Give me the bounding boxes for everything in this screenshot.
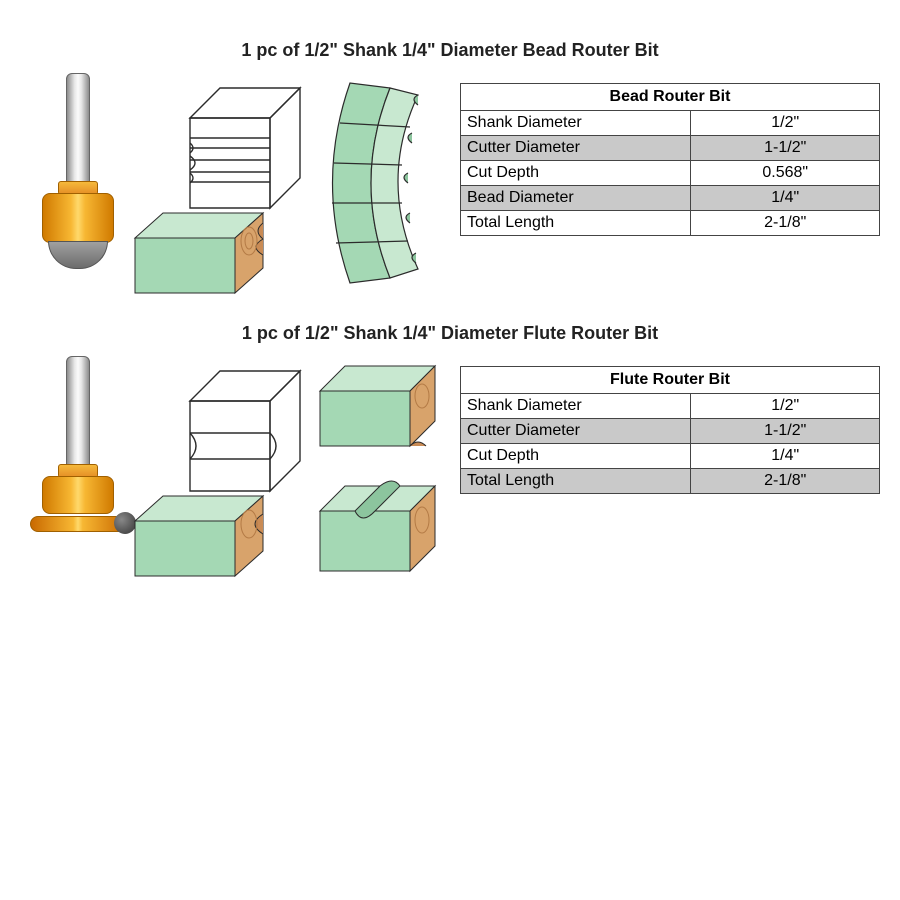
flute-spec-table: Flute Router Bit Shank Diameter 1/2" Cut… bbox=[460, 366, 880, 494]
spec-label: Total Length bbox=[461, 211, 691, 236]
bead-router-bit-icon bbox=[20, 73, 130, 293]
bead-body: Bead Router Bit Shank Diameter 1/2" Cutt… bbox=[20, 73, 880, 293]
spec-label: Cutter Diameter bbox=[461, 136, 691, 161]
bead-wood-block-icon bbox=[135, 213, 265, 293]
spec-value: 1/2" bbox=[691, 111, 880, 136]
flute-illustration bbox=[20, 356, 450, 576]
spec-value: 2-1/8" bbox=[691, 211, 880, 236]
spec-label: Cut Depth bbox=[461, 161, 691, 186]
spec-label: Shank Diameter bbox=[461, 111, 691, 136]
bead-table-header: Bead Router Bit bbox=[461, 84, 880, 111]
flute-title: 1 pc of 1/2" Shank 1/4" Diameter Flute R… bbox=[20, 323, 880, 344]
flute-wood-block-bottom-icon bbox=[320, 486, 440, 566]
spec-value: 1/4" bbox=[691, 186, 880, 211]
table-row: Bead Diameter 1/4" bbox=[461, 186, 880, 211]
spec-value: 1-1/2" bbox=[691, 136, 880, 161]
spec-label: Cut Depth bbox=[461, 444, 691, 469]
flute-body: Flute Router Bit Shank Diameter 1/2" Cut… bbox=[20, 356, 880, 576]
bead-spec-table: Bead Router Bit Shank Diameter 1/2" Cutt… bbox=[460, 83, 880, 236]
flute-wood-block-top-icon bbox=[320, 366, 440, 446]
spec-value: 1/4" bbox=[691, 444, 880, 469]
spec-value: 0.568" bbox=[691, 161, 880, 186]
spec-label: Total Length bbox=[461, 469, 691, 494]
spec-label: Cutter Diameter bbox=[461, 419, 691, 444]
spec-value: 2-1/8" bbox=[691, 469, 880, 494]
spec-value: 1/2" bbox=[691, 394, 880, 419]
bead-section: 1 pc of 1/2" Shank 1/4" Diameter Bead Ro… bbox=[20, 40, 880, 293]
table-row: Total Length 2-1/8" bbox=[461, 469, 880, 494]
table-row: Cutter Diameter 1-1/2" bbox=[461, 419, 880, 444]
bead-wireframe-cube-icon bbox=[190, 88, 310, 208]
bead-curved-strip-icon bbox=[330, 73, 440, 293]
flute-section: 1 pc of 1/2" Shank 1/4" Diameter Flute R… bbox=[20, 323, 880, 576]
spec-value: 1-1/2" bbox=[691, 419, 880, 444]
bead-illustration bbox=[20, 73, 450, 293]
table-row: Cutter Diameter 1-1/2" bbox=[461, 136, 880, 161]
bead-title: 1 pc of 1/2" Shank 1/4" Diameter Bead Ro… bbox=[20, 40, 880, 61]
spec-label: Bead Diameter bbox=[461, 186, 691, 211]
flute-wireframe-cube-icon bbox=[190, 371, 310, 491]
flute-table-header: Flute Router Bit bbox=[461, 367, 880, 394]
table-row: Shank Diameter 1/2" bbox=[461, 111, 880, 136]
table-row: Cut Depth 1/4" bbox=[461, 444, 880, 469]
table-row: Total Length 2-1/8" bbox=[461, 211, 880, 236]
table-row: Shank Diameter 1/2" bbox=[461, 394, 880, 419]
flute-router-bit-icon bbox=[20, 356, 130, 576]
flute-wood-block-left-icon bbox=[135, 496, 265, 576]
spec-label: Shank Diameter bbox=[461, 394, 691, 419]
table-row: Cut Depth 0.568" bbox=[461, 161, 880, 186]
